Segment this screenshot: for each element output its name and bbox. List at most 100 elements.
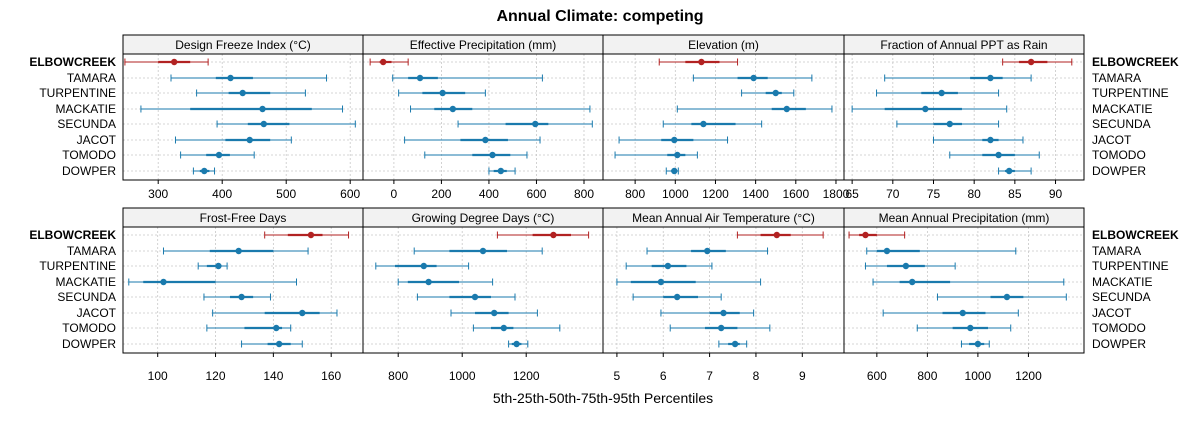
- interval-dowper: [665, 167, 679, 175]
- x-tick-label: 6: [660, 369, 667, 383]
- median-point: [773, 231, 780, 239]
- median-point: [449, 105, 457, 113]
- interval-tomodo: [206, 324, 292, 332]
- median-point: [987, 136, 994, 144]
- panel-plot-area: [123, 54, 363, 180]
- interval-turpentine: [625, 262, 713, 270]
- interval-tomodo: [180, 151, 255, 159]
- interval-dowper: [960, 340, 990, 348]
- median-point: [482, 136, 489, 144]
- interval-turpentine: [375, 262, 470, 270]
- interval-secunda: [203, 293, 271, 301]
- median-point: [671, 136, 678, 144]
- x-tick-label: 140: [263, 369, 283, 383]
- panel-title: Mean Annual Air Temperature (°C): [632, 211, 815, 225]
- median-point: [664, 262, 672, 270]
- median-point: [883, 247, 891, 255]
- panels-layer: Design Freeze Index (°C)300 400 500 600Effe…: [29, 34, 1179, 383]
- site-label-right: TAMARA: [1092, 71, 1141, 85]
- x-tick-label: 1000: [662, 187, 689, 201]
- panel-8: Mean Annual Precipitation (mm) 600 800 1000…: [843, 207, 1085, 383]
- median-point: [201, 167, 208, 175]
- x-tick-label: 200: [431, 187, 451, 201]
- interval-tamara: [162, 247, 309, 255]
- interval-elbowcreek: [736, 231, 824, 239]
- site-label-left: MACKATIE: [56, 102, 116, 116]
- x-tick-label: 65: [845, 187, 859, 201]
- interval-dowper: [718, 340, 748, 348]
- x-tick-label: 1200: [1015, 369, 1042, 383]
- median-point: [479, 247, 487, 255]
- median-point: [513, 340, 520, 348]
- interval-dowper: [998, 167, 1032, 175]
- median-point: [171, 58, 178, 66]
- panel-plot-area: [844, 54, 1084, 180]
- median-point: [909, 278, 916, 286]
- interval-turpentine: [197, 262, 228, 270]
- interval-dowper: [488, 167, 516, 175]
- site-label-left: JACOT: [77, 306, 117, 320]
- interval-tomodo: [614, 151, 698, 159]
- median-point: [1005, 167, 1013, 175]
- median-point: [160, 278, 167, 286]
- site-label-right: TAMARA: [1092, 244, 1141, 258]
- interval-mackatie: [128, 278, 297, 286]
- median-point: [902, 262, 910, 270]
- median-point: [967, 324, 974, 332]
- median-point: [862, 231, 869, 239]
- x-tick-label: 100: [148, 369, 168, 383]
- interval-turpentine: [864, 262, 956, 270]
- median-point: [215, 262, 222, 270]
- x-tick-label: 800: [574, 187, 594, 201]
- site-label-left: TURPENTINE: [39, 86, 116, 100]
- site-label-left: JACOT: [77, 133, 117, 147]
- panel-plot-area: [123, 227, 363, 353]
- median-point: [489, 151, 496, 159]
- interval-tamara: [692, 74, 813, 82]
- median-point: [239, 89, 246, 97]
- interval-jacot: [882, 309, 1019, 317]
- x-tick-label: 800: [388, 369, 408, 383]
- site-label-right: DOWPER: [1092, 337, 1146, 351]
- interval-secunda: [936, 293, 1067, 301]
- panel-1: Design Freeze Index (°C) 300 400 500 600: [122, 34, 364, 201]
- interval-jacot: [174, 136, 292, 144]
- median-point: [550, 231, 557, 239]
- x-tick-label: 800: [625, 187, 645, 201]
- median-point: [259, 105, 266, 113]
- median-point: [425, 278, 432, 286]
- site-label-right: SECUNDA: [1092, 290, 1151, 304]
- interval-secunda: [896, 120, 1000, 128]
- interval-mackatie: [676, 105, 833, 113]
- interval-elbowcreek: [124, 58, 209, 66]
- interval-jacot: [212, 309, 338, 317]
- interval-secunda: [662, 120, 763, 128]
- site-label-right: JACOT: [1092, 306, 1132, 320]
- panel-4: Fraction of Annual PPT as Rain 65 70 75 80 85…: [843, 34, 1085, 201]
- median-point: [671, 167, 678, 175]
- panel-plot-area: [603, 54, 844, 180]
- interval-jacot: [450, 309, 538, 317]
- x-tick-label: 75: [927, 187, 941, 201]
- x-tick-label: 1800: [823, 187, 850, 201]
- interval-tamara: [413, 247, 543, 255]
- x-tick-label: 600: [340, 187, 360, 201]
- site-label-left: MACKATIE: [56, 275, 116, 289]
- x-tick-label: 1000: [965, 369, 992, 383]
- median-point: [717, 324, 725, 332]
- interval-elbowcreek: [658, 58, 739, 66]
- site-label-right: TURPENTINE: [1092, 259, 1169, 273]
- median-point: [959, 309, 966, 317]
- panel-plot-area: [363, 54, 603, 180]
- x-tick-label: 600: [526, 187, 546, 201]
- x-tick-label: 1400: [742, 187, 769, 201]
- interval-tomodo: [916, 324, 1012, 332]
- interval-dowper: [241, 340, 303, 348]
- x-tick-label: 0: [391, 187, 398, 201]
- x-tick-label: 300: [148, 187, 168, 201]
- x-tick-label: 120: [206, 369, 226, 383]
- median-point: [700, 120, 707, 128]
- x-tick-label: 1000: [449, 369, 476, 383]
- site-label-left: ELBOWCREEK: [29, 55, 116, 69]
